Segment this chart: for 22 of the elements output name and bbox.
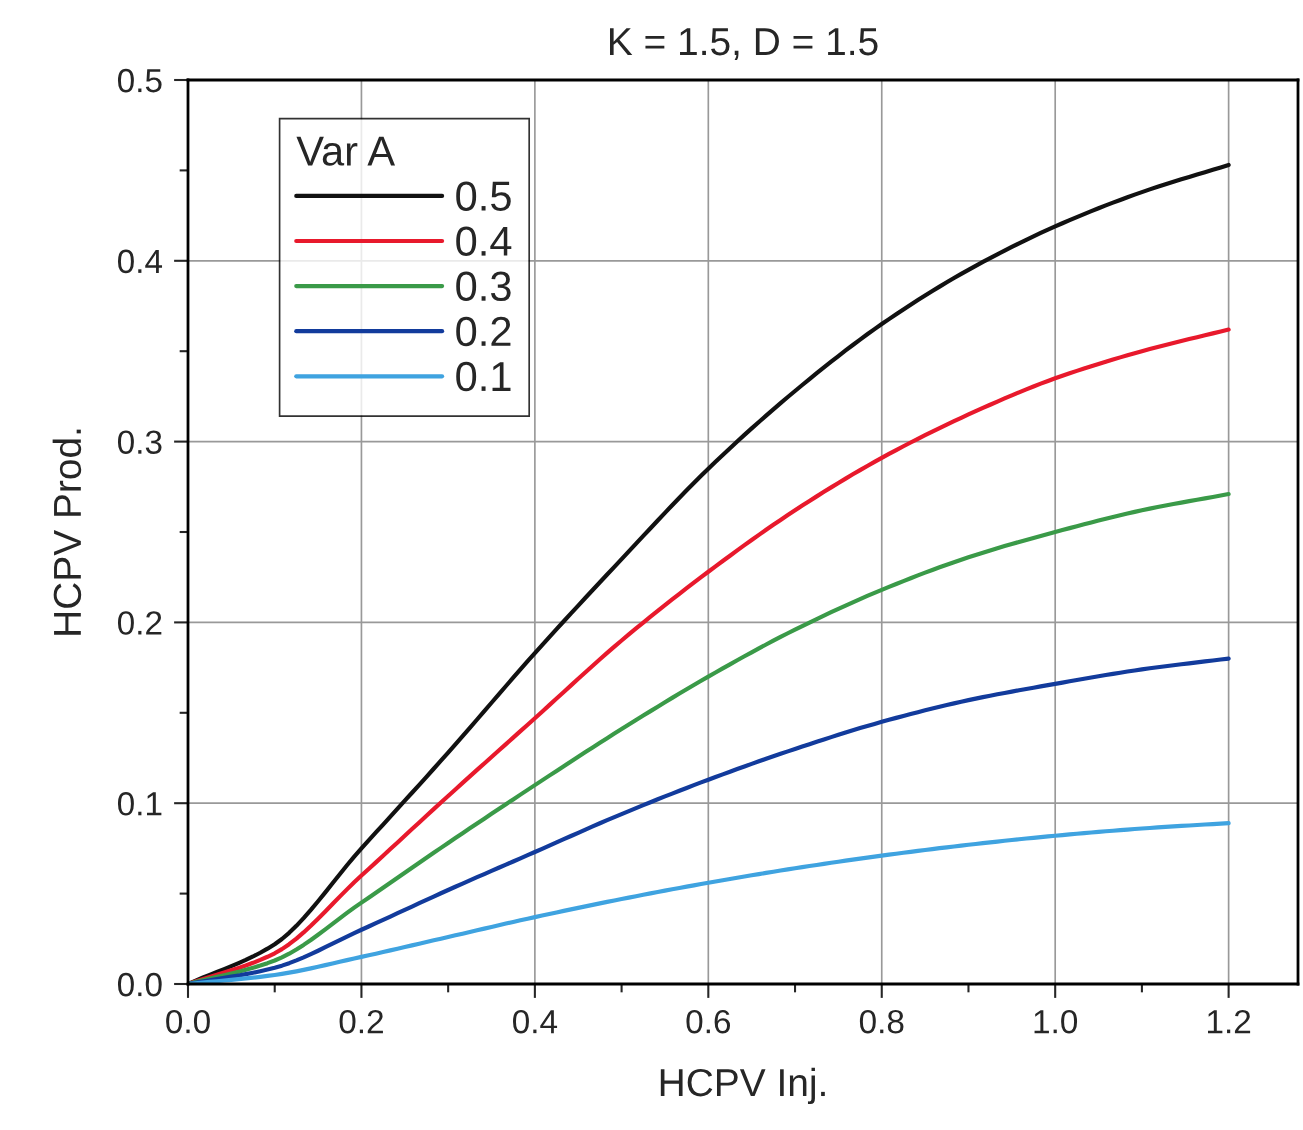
- y-tick-label: 0.3: [117, 430, 162, 455]
- y-tick-label: 0.0: [117, 972, 162, 997]
- legend-label: 0.1: [456, 361, 511, 392]
- y-tick-label: 0.4: [117, 249, 163, 274]
- y-tick-label: 0.1: [117, 792, 162, 816]
- x-tick-label: 0.0: [166, 1009, 210, 1034]
- chart-title: K = 1.5, D = 1.5: [610, 28, 878, 60]
- y-tick-label: 0.5: [117, 68, 162, 93]
- legend-title: Var A: [296, 136, 396, 166]
- x-tick-label: 1.2: [1208, 1009, 1251, 1034]
- legend-label: 0.3: [456, 271, 511, 302]
- legend-label: 0.5: [456, 181, 511, 211]
- x-tick-label: 0.8: [859, 1009, 904, 1034]
- x-tick-label: 1.0: [1034, 1009, 1078, 1034]
- x-axis-title: HCPV Inj.: [660, 1067, 825, 1105]
- y-axis-title: HCPV Prod.: [52, 429, 82, 635]
- x-tick-label: 0.6: [686, 1009, 731, 1034]
- y-tick-label: 0.2: [117, 611, 162, 635]
- legend-label: 0.2: [456, 316, 511, 347]
- x-tick-label: 0.2: [339, 1009, 383, 1034]
- x-tick-label: 0.4: [513, 1009, 558, 1034]
- legend-label: 0.4: [456, 226, 512, 257]
